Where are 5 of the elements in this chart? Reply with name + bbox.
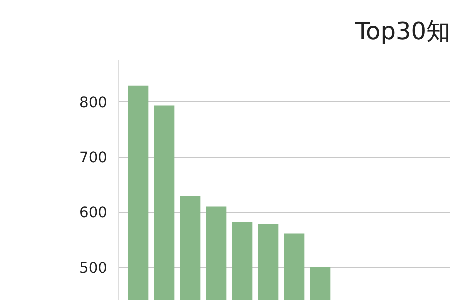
y-tick-label: 600 [80,204,108,222]
y-tick-label: 700 [80,150,108,167]
y-tick-label: 500 [80,260,108,277]
y-tick-label: 800 [80,94,108,112]
text: Top30知 [354,18,450,46]
